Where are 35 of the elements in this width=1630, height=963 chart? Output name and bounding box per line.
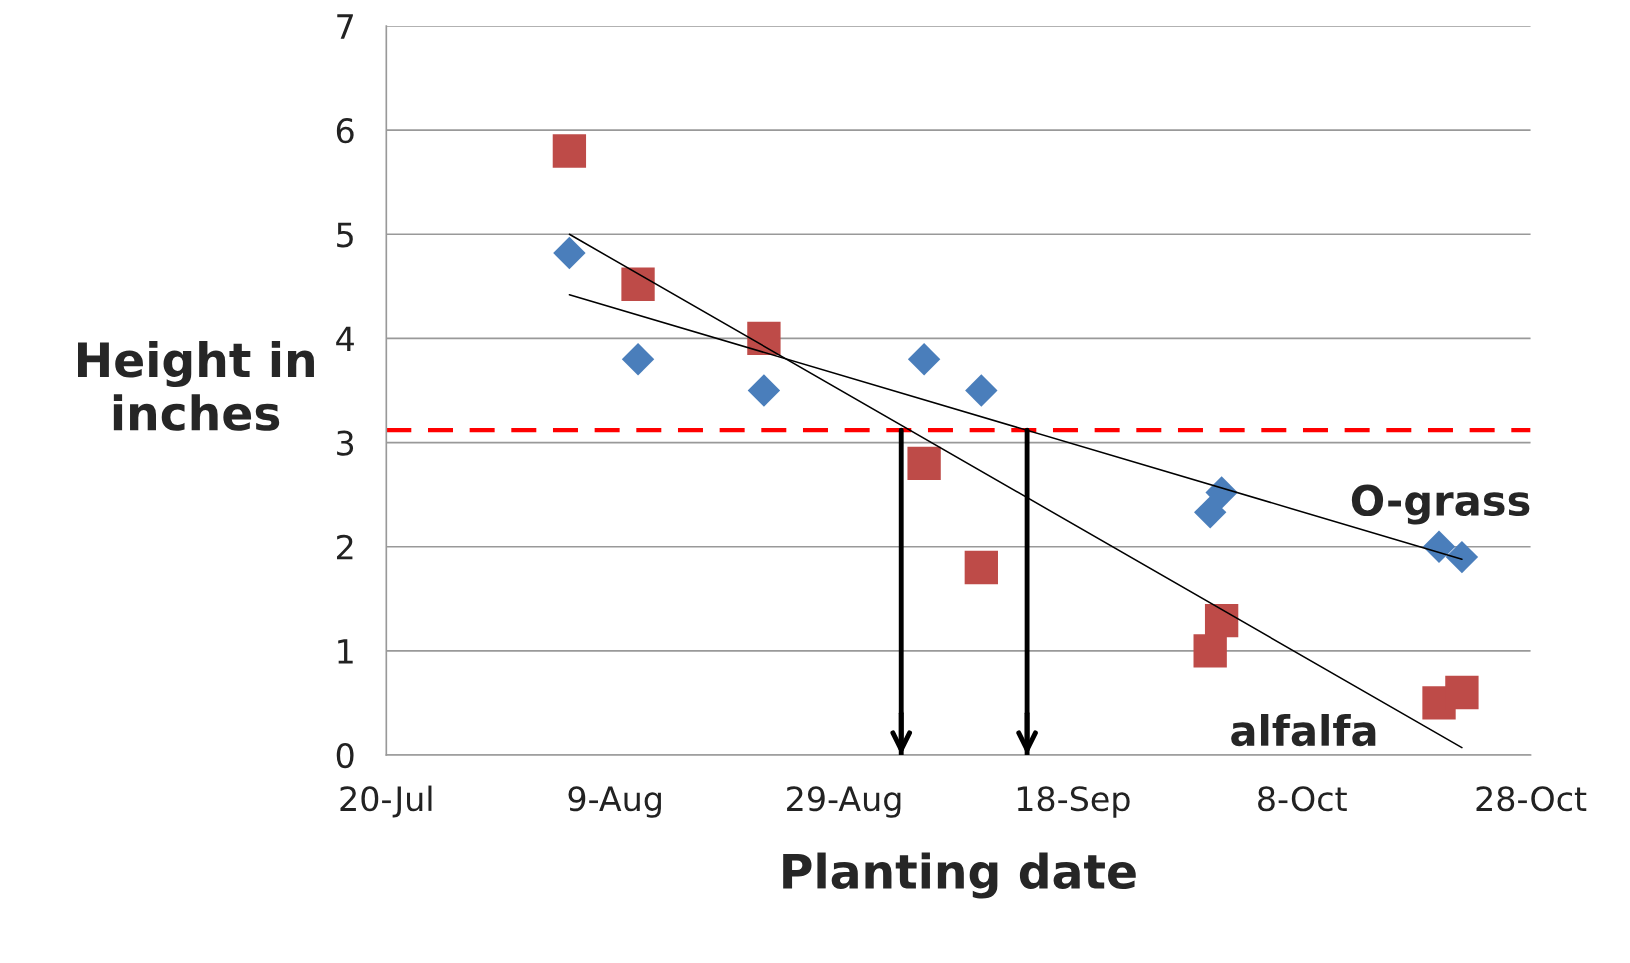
series-label: O-grass xyxy=(1351,484,1530,525)
point xyxy=(964,550,998,585)
point xyxy=(1204,603,1239,638)
point xyxy=(552,134,587,168)
point xyxy=(1205,476,1238,509)
y-axis-title: Height in inches xyxy=(78,341,314,431)
point xyxy=(1422,530,1456,563)
point xyxy=(1445,540,1479,574)
y-tick-label: 0 xyxy=(336,742,354,769)
point xyxy=(621,343,655,376)
y-tick-label: 5 xyxy=(337,222,353,248)
x-tick-label: 18-Sep xyxy=(1017,786,1130,818)
y-tick-label: 3 xyxy=(337,430,354,456)
y-tick-label: 2 xyxy=(336,534,353,560)
point xyxy=(747,321,781,356)
x-tick-label: 8-Oct xyxy=(1258,786,1347,812)
y-tick-label: 6 xyxy=(336,118,354,144)
x-tick-label: 29-Aug xyxy=(787,786,901,818)
y-tick-label: 1 xyxy=(338,639,353,664)
x-tick-label: 28-Oct xyxy=(1476,786,1587,812)
y-tick-label: 4 xyxy=(336,326,354,352)
point xyxy=(553,236,586,270)
x-tick-label: 20-Jul xyxy=(340,785,432,818)
series-label: alfalfa xyxy=(1231,714,1376,747)
point xyxy=(1193,496,1227,529)
point xyxy=(747,374,781,407)
point xyxy=(1193,634,1227,668)
point xyxy=(621,267,655,301)
x-tick-label: 9-Aug xyxy=(568,786,661,818)
point xyxy=(965,374,998,407)
x-axis-title: Planting date xyxy=(783,852,1136,899)
point xyxy=(907,446,941,481)
y-tick-label: 7 xyxy=(337,14,353,39)
point xyxy=(907,343,941,376)
point xyxy=(1445,675,1479,710)
